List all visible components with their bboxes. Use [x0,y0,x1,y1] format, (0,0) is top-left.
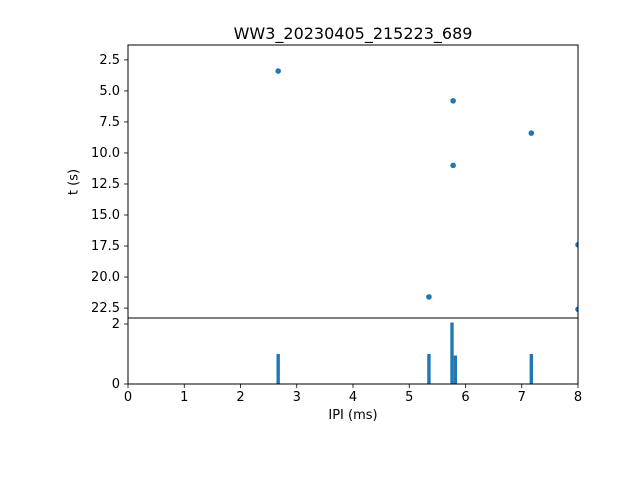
chart-title: WW3_20230405_215223_689 [233,24,473,43]
x-axis-label: IPI (ms) [328,408,378,423]
y-tick-label: 20.0 [91,270,120,285]
x-tick-label: 6 [461,390,469,405]
y-tick-label: 7.5 [99,115,120,130]
x-tick-label: 2 [236,390,244,405]
y-tick-label: 22.5 [91,301,120,316]
y-tick-label: 2 [112,317,120,332]
top-subplot-spines [127,44,579,319]
hist-bar [276,354,280,384]
y-tick-label: 17.5 [91,239,120,254]
x-tick-label: 7 [518,390,526,405]
hist-bar [529,354,533,384]
x-tick-label: 3 [293,390,301,405]
scatter-point [450,162,456,169]
x-tick-label: 5 [405,390,413,405]
x-tick-label: 8 [574,390,582,405]
y-tick-label: 0 [112,377,120,392]
y-tick-label: 5.0 [99,84,120,99]
x-tick-label: 1 [180,390,188,405]
hist-bar [453,355,458,384]
scatter-point [275,68,281,74]
y-tick-label: 10.0 [91,146,120,161]
scatter-point [450,98,456,104]
bottom-subplot-spines [127,317,579,385]
scatter-point [528,130,535,136]
hist-bar [450,322,454,384]
hist-bar [427,354,431,384]
x-tick-label: 0 [124,390,132,405]
y-tick-label: 2.5 [99,53,120,68]
scatter-point [426,294,432,300]
y-tick-label: 15.0 [91,208,120,223]
scatter-point [575,306,578,313]
scatter-group [275,68,578,313]
x-tick-label: 4 [349,390,357,405]
y-tick-label: 12.5 [91,177,120,192]
scatter-point [575,241,578,248]
